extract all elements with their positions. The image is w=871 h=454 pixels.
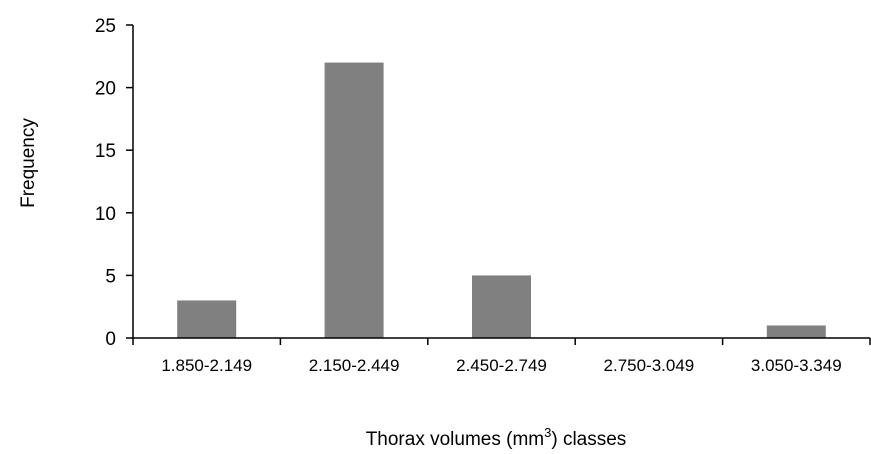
x-category-label: 2.750-3.049: [604, 356, 695, 375]
y-axis-title: Frequency: [18, 118, 39, 208]
y-tick-label: 10: [95, 204, 116, 225]
y-ticks-group: 0 5 10 15 20 25: [95, 16, 133, 350]
y-tick-label: 0: [105, 329, 116, 350]
x-category-label: 2.150-2.449: [309, 356, 400, 375]
bar: [766, 325, 826, 338]
y-tick-label: 5: [105, 266, 116, 287]
x-category-label: 3.050-3.349: [751, 356, 842, 375]
x-category-label: 2.450-2.749: [456, 356, 547, 375]
x-ticks-group: 1.850-2.149 2.150-2.449 2.450-2.749 2.750-3…: [132, 338, 871, 375]
y-tick-label: 25: [95, 16, 116, 37]
bar: [472, 275, 531, 338]
y-tick-label: 15: [95, 141, 116, 162]
x-axis-title-prefix: Thorax volumes (mm: [366, 429, 544, 450]
bar: [324, 62, 384, 339]
x-axis-title-suffix: ) classes: [551, 429, 626, 450]
x-axis-title: Thorax volumes (mm3) classes: [366, 425, 627, 450]
y-tick-label: 20: [95, 79, 116, 100]
x-axis-title-superscript: 3: [544, 425, 551, 440]
x-category-label: 1.850-2.149: [161, 356, 252, 375]
bar: [177, 300, 237, 338]
bars-group: [177, 62, 826, 339]
